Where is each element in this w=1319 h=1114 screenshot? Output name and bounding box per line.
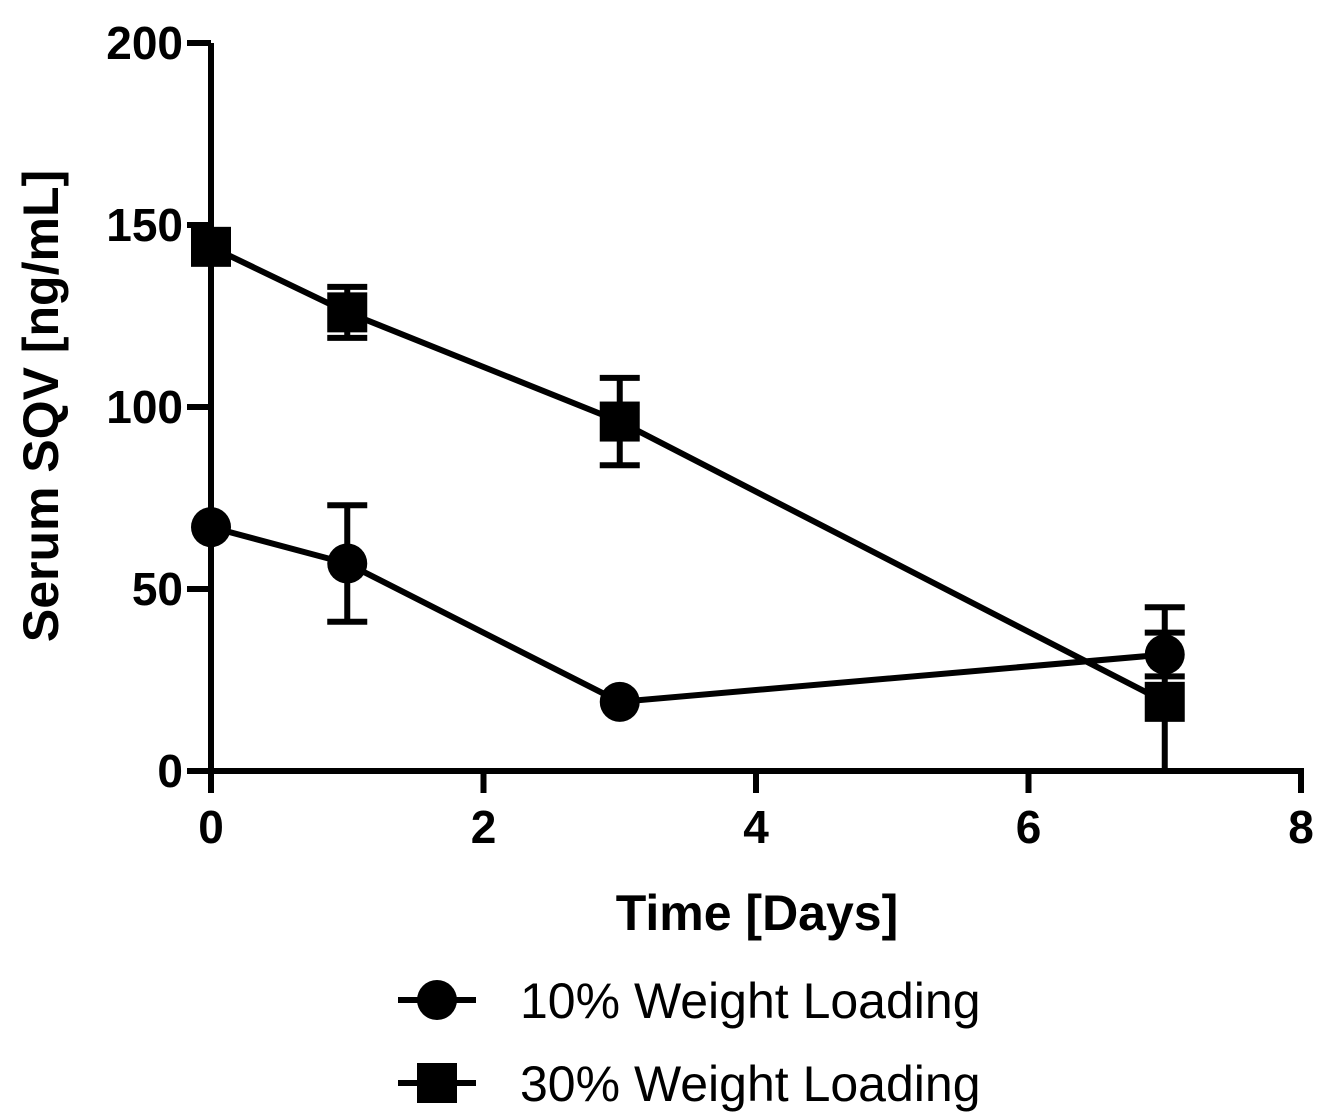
x-tick-label-6: 6 [1016, 801, 1042, 853]
series-layer [191, 226, 1185, 774]
x-tick-label-0: 0 [198, 801, 224, 853]
legend: 10% Weight Loading 30% Weight Loading [398, 973, 981, 1112]
series-1-line [210, 524, 1166, 705]
x-tick-label-2: 2 [471, 801, 497, 853]
series-1-point-1 [327, 543, 368, 584]
axes: 0 50 100 150 200 0 2 4 6 8 [106, 17, 1314, 853]
legend-marker-2 [417, 1063, 457, 1103]
y-tick-label-150: 150 [106, 199, 183, 251]
y-axis-title: Serum SQV [ng/mL] [13, 170, 69, 642]
legend-item-1: 10% Weight Loading [398, 973, 981, 1029]
series-2-point-1 [327, 292, 368, 333]
y-tick-label-50: 50 [132, 563, 183, 615]
y-tick-label-0: 0 [157, 745, 183, 797]
legend-item-2: 30% Weight Loading [398, 1056, 981, 1112]
series-2-point-2 [599, 401, 640, 442]
series-2 [191, 226, 1185, 774]
series-2-point-3 [1144, 681, 1185, 722]
x-tick-label-8: 8 [1288, 801, 1314, 853]
series-2-line [209, 244, 1167, 705]
legend-label-1: 10% Weight Loading [520, 973, 981, 1029]
series-2-point-0 [191, 226, 231, 267]
legend-marker-1 [417, 980, 457, 1020]
series-1-point-0 [191, 507, 231, 548]
y-tick-label-100: 100 [106, 381, 183, 433]
series-1 [191, 502, 1185, 722]
x-axis-title: Time [Days] [616, 885, 899, 941]
legend-label-2: 30% Weight Loading [520, 1056, 981, 1112]
y-tick-label-200: 200 [106, 17, 183, 69]
series-1-point-2 [599, 681, 640, 722]
x-tick-label-4: 4 [743, 801, 769, 853]
